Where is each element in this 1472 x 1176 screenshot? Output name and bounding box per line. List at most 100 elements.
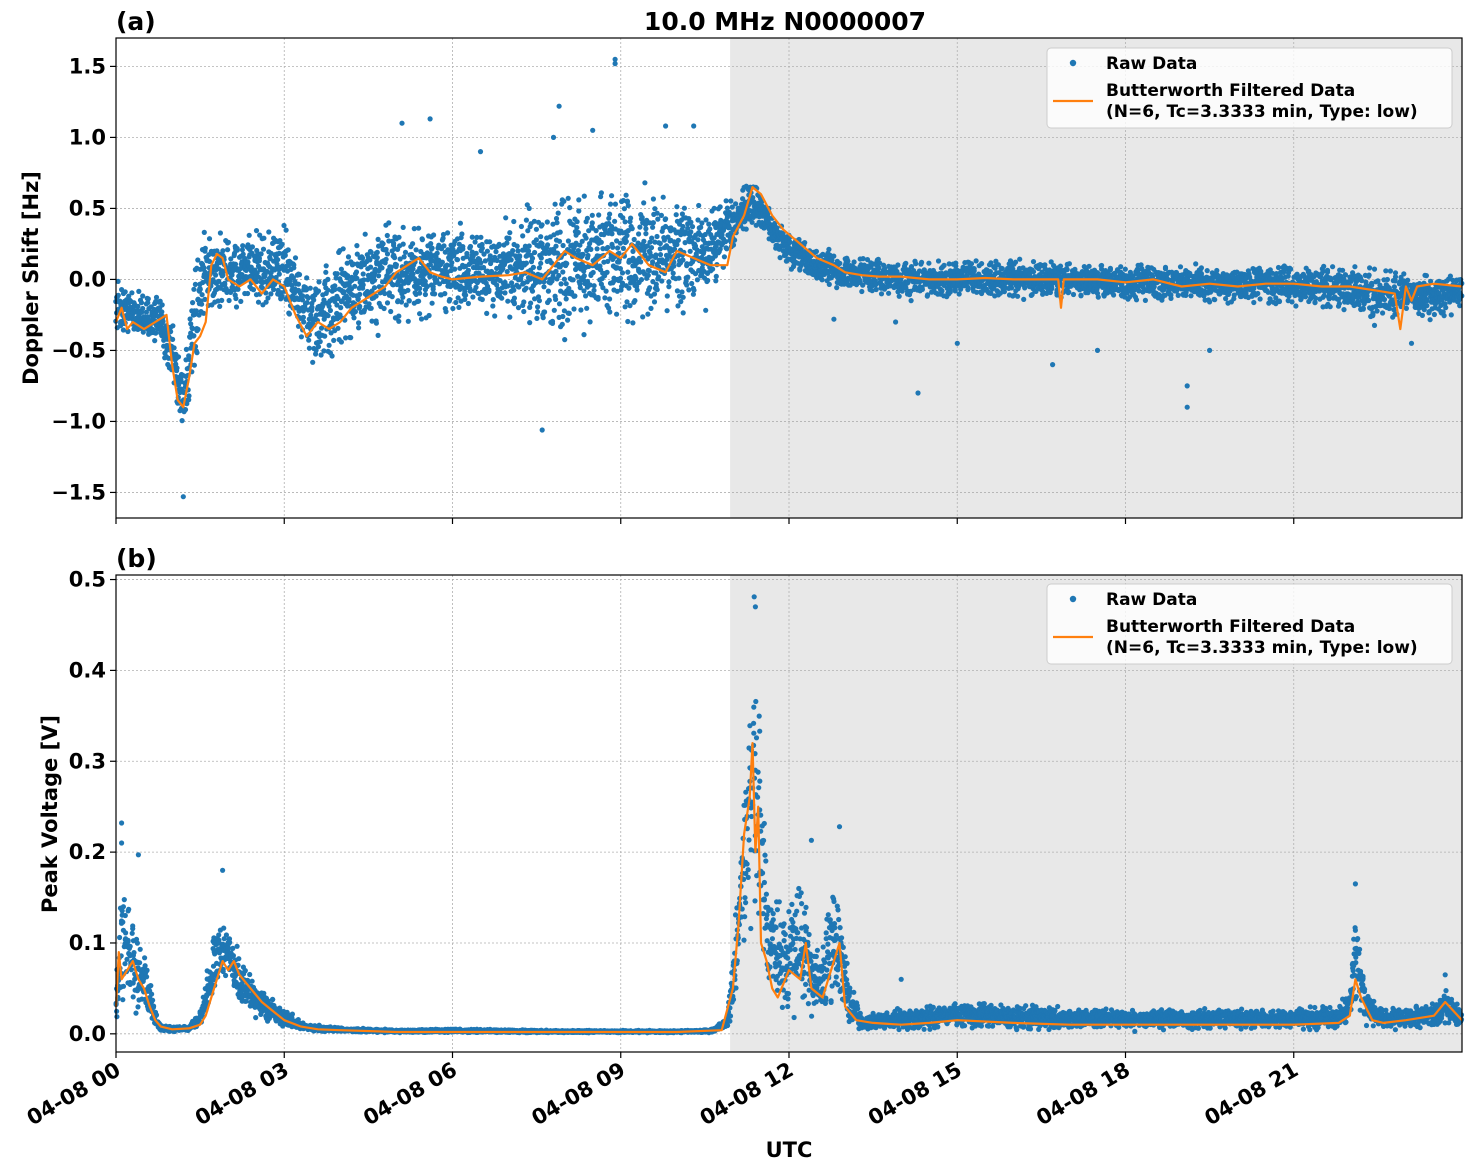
raw-data-point: [546, 289, 551, 294]
raw-data-point: [325, 277, 330, 282]
raw-data-point: [381, 241, 386, 246]
raw-data-point: [379, 265, 384, 270]
raw-data-point: [376, 333, 381, 338]
raw-data-point: [744, 227, 749, 232]
raw-data-point: [509, 257, 514, 262]
raw-data-point: [1209, 288, 1214, 293]
raw-data-point: [674, 204, 679, 209]
raw-data-point: [814, 249, 819, 254]
raw-data-point: [372, 278, 377, 283]
raw-data-point: [152, 338, 157, 343]
raw-data-point: [599, 190, 604, 195]
raw-data-point: [1330, 264, 1335, 269]
raw-data-point: [556, 273, 561, 278]
raw-data-point: [574, 225, 579, 230]
raw-data-point: [331, 338, 336, 343]
raw-data-point: [920, 287, 925, 292]
raw-data-point: [1021, 297, 1026, 302]
raw-data-point: [324, 263, 329, 268]
raw-data-point: [191, 287, 196, 292]
raw-data-point: [423, 292, 428, 297]
raw-data-point: [390, 294, 395, 299]
raw-data-point: [623, 219, 628, 224]
raw-data-point: [640, 314, 645, 319]
raw-data-point: [605, 270, 610, 275]
raw-data-point: [652, 299, 657, 304]
raw-data-point: [391, 241, 396, 246]
raw-data-point: [527, 305, 532, 310]
raw-data-point: [453, 300, 458, 305]
raw-data-point: [596, 297, 601, 302]
raw-data-point: [620, 270, 625, 275]
raw-data-point: [643, 226, 648, 231]
raw-data-point: [442, 291, 447, 296]
raw-data-point: [301, 315, 306, 320]
raw-data-point: [948, 289, 953, 294]
raw-data-point: [564, 281, 569, 286]
raw-data-point: [351, 315, 356, 320]
raw-data-point: [1366, 298, 1371, 303]
raw-data-point: [645, 312, 650, 317]
raw-data-point: [505, 269, 510, 274]
raw-data-point: [1143, 298, 1148, 303]
raw-data-point: [372, 285, 377, 290]
raw-data-point: [582, 194, 587, 199]
raw-data-point: [146, 296, 151, 301]
raw-data-point: [685, 275, 690, 280]
raw-data-point: [1380, 310, 1385, 315]
raw-data-point: [1372, 323, 1377, 328]
raw-data-point: [560, 322, 565, 327]
raw-data-point: [354, 269, 359, 274]
raw-data-point: [979, 261, 984, 266]
raw-data-point: [1013, 260, 1018, 265]
raw-data-point: [686, 287, 691, 292]
raw-data-point: [470, 235, 475, 240]
raw-data-point: [1367, 265, 1372, 270]
raw-data-point: [520, 233, 525, 238]
raw-data-point: [1255, 291, 1260, 296]
raw-data-point: [427, 274, 432, 279]
raw-data-point: [541, 284, 546, 289]
raw-data-point: [576, 197, 581, 202]
raw-data-point: [352, 284, 357, 289]
raw-data-point: [659, 278, 664, 283]
raw-data-point: [466, 301, 471, 306]
raw-data-point: [256, 300, 261, 305]
raw-data-point: [335, 271, 340, 276]
raw-data-point: [170, 323, 175, 328]
raw-data-point: [452, 267, 457, 272]
raw-data-point: [493, 249, 498, 254]
raw-data-point: [1096, 295, 1101, 300]
raw-data-point: [266, 229, 271, 234]
raw-data-point: [1205, 268, 1210, 273]
raw-data-point: [384, 247, 389, 252]
raw-data-point: [416, 299, 421, 304]
raw-data-point: [339, 339, 344, 344]
raw-data-point: [468, 244, 473, 249]
raw-data-point: [407, 298, 412, 303]
raw-data-point: [1393, 270, 1398, 275]
raw-data-point: [639, 277, 644, 282]
raw-data-point: [402, 254, 407, 259]
raw-data-point: [566, 238, 571, 243]
raw-data-point: [895, 262, 900, 267]
raw-data-point: [375, 255, 380, 260]
raw-data-point: [696, 203, 701, 208]
raw-data-point: [376, 273, 381, 278]
raw-data-point: [572, 293, 577, 298]
raw-data-point: [484, 311, 489, 316]
raw-data-point: [512, 301, 517, 306]
raw-data-point: [636, 231, 641, 236]
raw-data-point: [647, 285, 652, 290]
raw-data-point: [405, 288, 410, 293]
raw-data-point: [1031, 259, 1036, 264]
raw-data-point: [234, 304, 239, 309]
raw-data-point: [561, 243, 566, 248]
raw-data-point: [1258, 296, 1263, 301]
raw-data-point: [578, 307, 583, 312]
raw-data-point: [198, 287, 203, 292]
raw-data-point: [1134, 297, 1139, 302]
raw-data-point: [623, 304, 628, 309]
raw-data-point: [604, 289, 609, 294]
raw-data-point: [581, 332, 586, 337]
